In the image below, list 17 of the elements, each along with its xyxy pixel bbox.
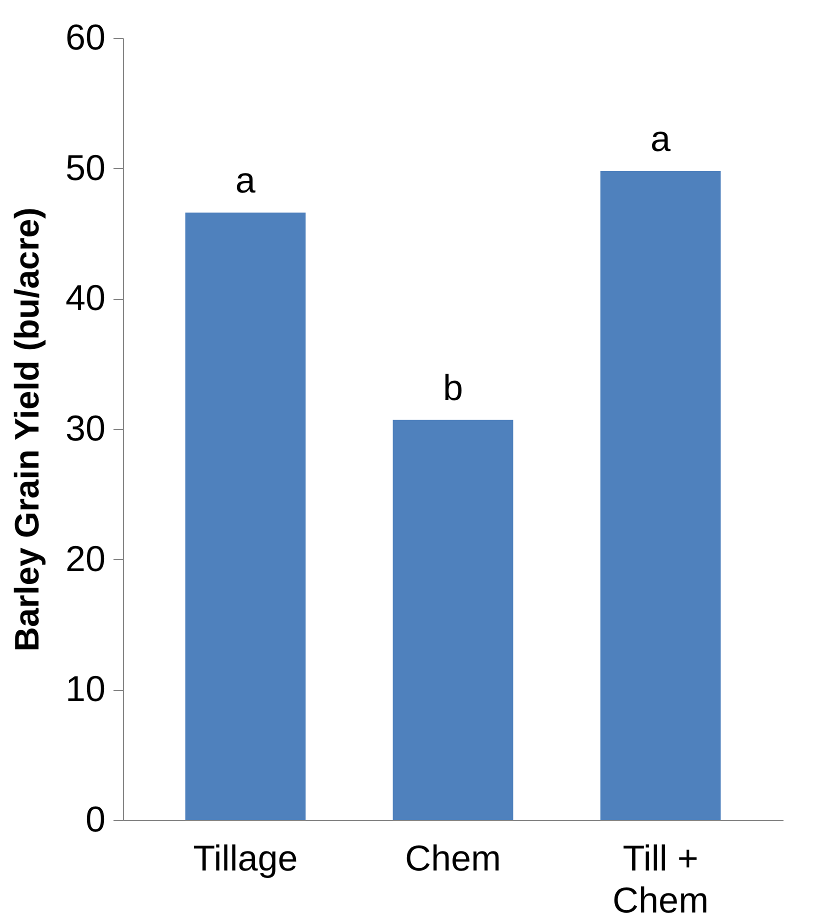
y-tick-label: 50 bbox=[65, 146, 106, 188]
x-tick-label: Till + Chem bbox=[612, 838, 709, 920]
annotation: b bbox=[442, 366, 464, 408]
bar bbox=[392, 420, 514, 820]
y-tick-label: 10 bbox=[65, 668, 106, 710]
annotation: a bbox=[650, 118, 672, 159]
y-tick-label: 0 bbox=[85, 798, 106, 840]
annotation: a bbox=[235, 160, 256, 201]
y-tick-label: 20 bbox=[65, 538, 106, 579]
x-tick-label: Chem bbox=[404, 838, 502, 878]
x-tick-label: Tillage bbox=[193, 838, 298, 878]
y-tick-label: 60 bbox=[65, 16, 106, 58]
y-tick-label: 40 bbox=[65, 277, 106, 318]
y-axis-title: Barley Grain Yield (bu/acre) bbox=[8, 207, 46, 652]
bar bbox=[185, 212, 306, 820]
bar bbox=[600, 170, 721, 820]
y-tick-label: 30 bbox=[65, 408, 106, 448]
